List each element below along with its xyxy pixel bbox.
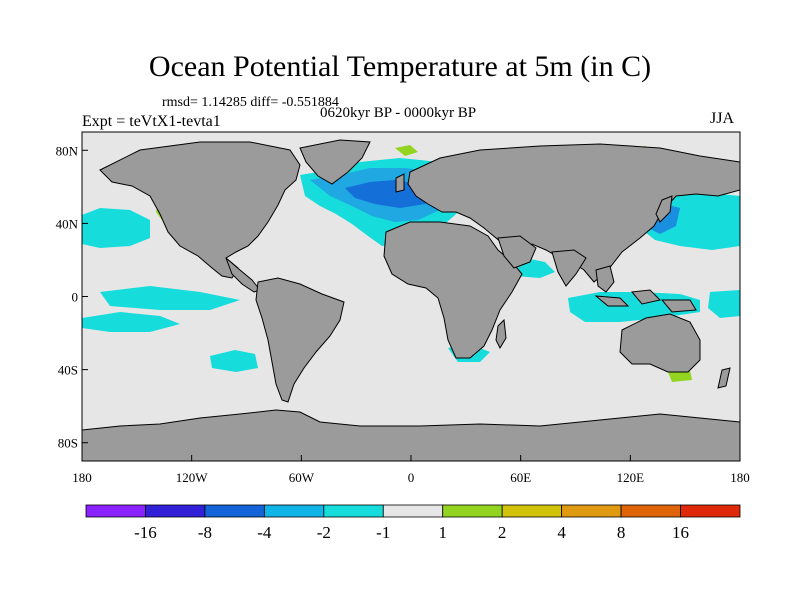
land-north-america — [99, 141, 301, 279]
colorbar-swatch — [263, 504, 325, 518]
land-madagascar — [495, 318, 507, 350]
x-axis: 180 120W 60W 0 60E 120E 180 — [72, 455, 750, 485]
colorbar-label: 4 — [557, 523, 566, 542]
anomaly-warm-2 — [395, 145, 418, 156]
period-label: 0620kyr BP - 0000kyr BP — [320, 105, 477, 121]
colorbar-label: 2 — [498, 523, 507, 542]
y-axis: 80N 40N 0 40S 80S — [56, 143, 88, 451]
land-south-america — [255, 277, 345, 403]
x-tick-label: 0 — [408, 470, 415, 485]
land-antarctica — [82, 409, 740, 461]
colorbar-swatch — [680, 504, 741, 518]
y-tick-label: 80N — [56, 143, 79, 158]
experiment-label: Expt = teVtX1-tevta1 — [82, 113, 221, 130]
colorbar-label: -8 — [198, 523, 212, 542]
colorbar-swatch — [85, 504, 146, 518]
colorbar-swatch — [145, 504, 206, 518]
colorbar-swatch — [620, 504, 681, 518]
map-title: Ocean Potential Temperature at 5m (in C) — [148, 50, 652, 83]
x-tick-label: 120W — [176, 470, 209, 485]
colorbar-label: -2 — [317, 523, 331, 542]
colorbar-label: -1 — [376, 523, 390, 542]
y-tick-label: 80S — [58, 436, 78, 451]
x-tick-label: 60W — [289, 470, 315, 485]
land-british-isles — [395, 173, 405, 193]
colorbar-swatch — [442, 504, 503, 518]
land-australia — [619, 313, 701, 373]
land-japan — [655, 195, 673, 223]
y-tick-label: 0 — [72, 290, 79, 305]
land-southeast-asia — [595, 265, 615, 293]
colorbar-label: -4 — [257, 523, 272, 542]
colorbar-label: 16 — [672, 523, 689, 542]
x-tick-label: 180 — [72, 470, 92, 485]
colorbar: -16 -8 -4 -2 -1 1 2 4 8 16 — [85, 504, 741, 542]
land-masses — [82, 139, 740, 461]
x-tick-label: 180 — [730, 470, 750, 485]
anomaly-south-pacific — [210, 350, 258, 372]
y-tick-label: 40S — [58, 363, 78, 378]
x-tick-label: 60E — [510, 470, 531, 485]
colorbar-label: 1 — [438, 523, 447, 542]
x-tick-label: 120E — [617, 470, 645, 485]
land-indonesia-2 — [631, 289, 661, 305]
land-new-zealand — [717, 367, 731, 389]
colorbar-label: -16 — [134, 523, 157, 542]
colorbar-label: 8 — [617, 523, 626, 542]
land-india — [551, 249, 587, 287]
colorbar-swatch — [204, 504, 265, 518]
anomaly-north-pacific-west — [82, 208, 150, 248]
land-new-guinea — [660, 299, 697, 313]
anomaly-east-pacific-south — [708, 290, 740, 318]
colorbar-swatch — [561, 504, 622, 518]
y-tick-label: 40N — [56, 216, 79, 231]
season-label: JJA — [710, 110, 735, 127]
land-indonesia-1 — [594, 295, 630, 307]
anomaly-tropical-pacific-2 — [82, 312, 180, 332]
anomaly-tropical-pacific-1 — [100, 286, 240, 310]
colorbar-swatch — [323, 504, 384, 518]
anomaly-warm-4 — [668, 370, 692, 382]
land-greenland — [299, 139, 371, 185]
land-arabia — [497, 235, 537, 269]
land-africa — [383, 221, 523, 359]
colorbar-swatch — [501, 504, 563, 518]
colorbar-swatch — [382, 504, 444, 518]
stats-line: rmsd= 1.14285 diff= -0.551884 — [162, 95, 339, 110]
